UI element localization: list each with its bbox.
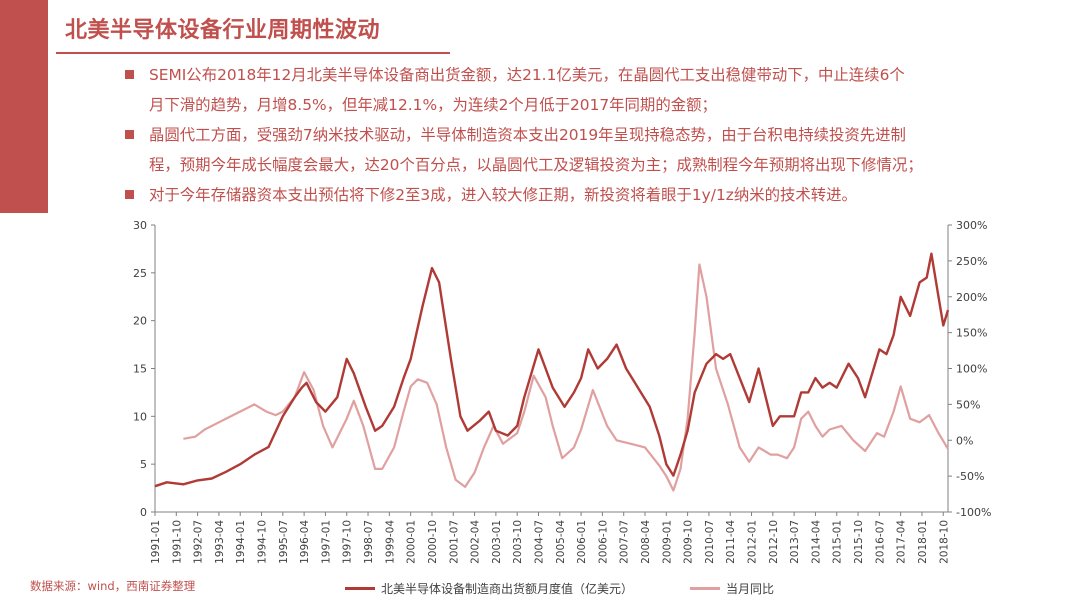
x-axis-tick-label: 2000-10 <box>427 520 439 564</box>
x-axis-tick-label: 2004-07 <box>533 520 545 564</box>
x-axis-tick-label: 1994-10 <box>257 520 269 564</box>
left-axis-tick-label: 30 <box>133 219 147 232</box>
bullet-item: 晶圆代工方面，受强劲7纳米技术驱动，半导体制造资本支出2019年呈现持稳态势，由… <box>125 120 1055 180</box>
x-axis-tick-label: 1991-10 <box>171 520 183 564</box>
x-axis-tick-label: 2003-01 <box>491 520 503 564</box>
square-bullet-icon <box>125 190 134 199</box>
x-axis-tick-label: 2000-01 <box>406 520 418 564</box>
x-axis-tick-label: 2003-10 <box>512 520 524 564</box>
bullet-text: 晶圆代工方面，受强劲7纳米技术驱动，半导体制造资本支出2019年呈现持稳态势，由… <box>149 126 923 174</box>
x-axis-tick-label: 2007-07 <box>619 520 631 564</box>
x-axis-tick-label: 2017-04 <box>896 520 908 564</box>
x-axis-tick-label: 1996-04 <box>299 520 311 564</box>
legend-swatch <box>690 587 720 590</box>
right-axis-tick-label: -50% <box>956 470 984 483</box>
data-source-note: 数据来源：wind，西南证券整理 <box>30 579 196 593</box>
legend-item-yoy: 当月同比 <box>690 580 774 597</box>
legend-label: 当月同比 <box>726 582 775 596</box>
x-axis-tick-label: 2012-10 <box>768 520 780 564</box>
x-axis-tick-label: 1991-01 <box>150 520 162 564</box>
legend-label: 北美半导体设备制造商出货额月度值（亿美元） <box>381 582 634 596</box>
x-axis-tick-label: 2013-07 <box>789 520 801 564</box>
square-bullet-icon <box>125 70 134 79</box>
x-axis-tick-label: 2016-07 <box>874 520 886 564</box>
page-title: 北美半导体设备行业周期性波动 <box>65 18 381 43</box>
left-axis-tick-label: 15 <box>133 363 147 376</box>
series-line-yoy <box>183 263 949 492</box>
square-bullet-icon <box>125 130 134 139</box>
legend-item-shipments: 北美半导体设备制造商出货额月度值（亿美元） <box>345 580 633 597</box>
right-axis-tick-label: 300% <box>956 219 987 232</box>
x-axis-tick-label: 1999-04 <box>384 520 396 564</box>
legend-swatch <box>345 587 375 590</box>
x-axis-tick-label: 1992-07 <box>193 520 205 564</box>
x-axis-tick-label: 2011-04 <box>725 520 737 564</box>
dual-axis-line-chart: 0 5 10 15 20 25 30 -100% -50% 0% 50% 100% 150% 200% 25… <box>133 219 991 564</box>
left-axis-tick-label: 20 <box>133 315 147 328</box>
bullet-text: SEMI公布2018年12月北美半导体设备商出货金额，达21.1亿美元，在晶圆代… <box>149 66 905 114</box>
right-axis-tick-label: 150% <box>956 327 987 340</box>
left-axis-tick-label: 10 <box>133 410 147 423</box>
x-axis-tick-label: 2015-10 <box>853 520 865 564</box>
bullet-item: 对于今年存储器资本支出预估将下修2至3成，进入较大修正期，新投资将着眼于1y/1… <box>125 180 1055 210</box>
x-axis-tick-label: 2012-01 <box>747 520 759 564</box>
x-axis-tick-label: 1995-07 <box>278 520 290 564</box>
x-axis-tick-label: 2001-07 <box>448 520 460 564</box>
accent-block <box>0 0 48 213</box>
x-axis-tick-label: 2018-01 <box>917 520 929 564</box>
left-axis-tick-label: 0 <box>140 506 147 519</box>
x-axis-tick-label: 1997-01 <box>320 520 332 564</box>
x-axis-tick-label: 2018-10 <box>938 520 950 564</box>
x-axis-tick-label: 1998-07 <box>363 520 375 564</box>
bullet-text: 对于今年存储器资本支出预估将下修2至3成，进入较大修正期，新投资将着眼于1y/1… <box>149 186 857 204</box>
left-axis-tick-label: 25 <box>133 267 147 280</box>
bullet-list: SEMI公布2018年12月北美半导体设备商出货金额，达21.1亿美元，在晶圆代… <box>125 60 1055 210</box>
right-axis-tick-label: 250% <box>956 255 987 268</box>
x-axis-tick-label: 1997-10 <box>342 520 354 564</box>
x-axis-tick-label: 1994-01 <box>235 520 247 564</box>
title-underline <box>56 52 450 54</box>
right-axis-tick-label: -100% <box>956 506 991 519</box>
right-axis-tick-label: 0% <box>956 434 973 447</box>
x-axis-tick-label: 2002-04 <box>470 520 482 564</box>
bullet-item: SEMI公布2018年12月北美半导体设备商出货金额，达21.1亿美元，在晶圆代… <box>125 60 1055 120</box>
left-axis-tick-label: 5 <box>140 458 147 471</box>
series-line-shipments <box>154 252 950 488</box>
x-axis-tick-label: 2005-04 <box>555 520 567 564</box>
x-axis-tick-label: 2006-01 <box>576 520 588 564</box>
x-axis-tick-label: 2006-10 <box>597 520 609 564</box>
x-axis-tick-label: 2010-07 <box>704 520 716 564</box>
x-axis-tick-label: 2009-10 <box>683 520 695 564</box>
right-axis-tick-label: 50% <box>956 398 980 411</box>
x-axis-tick-label: 2014-04 <box>810 520 822 564</box>
right-axis-tick-label: 200% <box>956 291 987 304</box>
x-axis-tick-label: 2015-01 <box>832 520 844 564</box>
x-axis-tick-label: 2009-01 <box>661 520 673 564</box>
right-axis-tick-label: 100% <box>956 363 987 376</box>
x-axis-tick-label: 2008-04 <box>640 520 652 564</box>
x-axis-tick-label: 1993-04 <box>214 520 226 564</box>
